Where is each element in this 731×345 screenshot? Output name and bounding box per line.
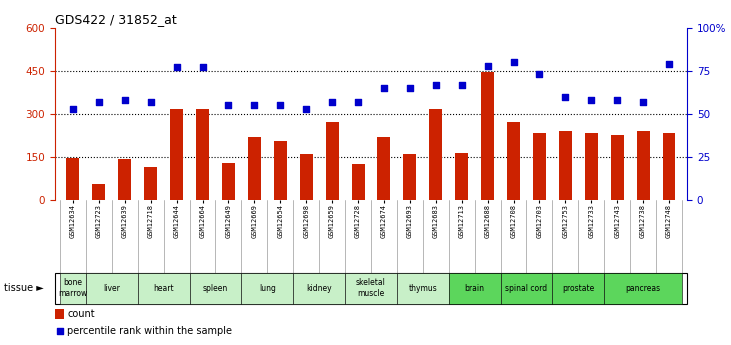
Text: GDS422 / 31852_at: GDS422 / 31852_at bbox=[55, 13, 177, 27]
Point bbox=[274, 102, 286, 108]
Bar bbox=[55, 309, 64, 319]
Bar bbox=[222, 163, 235, 200]
Bar bbox=[170, 109, 183, 200]
Bar bbox=[481, 72, 494, 200]
Text: pancreas: pancreas bbox=[626, 284, 661, 293]
Bar bbox=[507, 122, 520, 200]
Point bbox=[663, 61, 675, 67]
Bar bbox=[377, 137, 390, 200]
Bar bbox=[189, 273, 241, 304]
Bar bbox=[293, 273, 345, 304]
Bar bbox=[118, 159, 132, 200]
Bar bbox=[404, 154, 417, 200]
Text: percentile rank within the sample: percentile rank within the sample bbox=[67, 326, 232, 335]
Bar bbox=[501, 273, 553, 304]
Text: skeletal
muscle: skeletal muscle bbox=[356, 278, 386, 298]
Bar bbox=[274, 141, 287, 200]
Point bbox=[53, 328, 65, 333]
Point bbox=[223, 102, 235, 108]
Bar bbox=[449, 273, 501, 304]
Text: kidney: kidney bbox=[306, 284, 332, 293]
Bar bbox=[92, 184, 105, 200]
Text: lung: lung bbox=[259, 284, 276, 293]
Text: tissue ►: tissue ► bbox=[4, 283, 43, 293]
Bar bbox=[352, 164, 365, 200]
Text: prostate: prostate bbox=[562, 284, 594, 293]
Bar bbox=[196, 109, 209, 200]
Text: bone
marrow: bone marrow bbox=[58, 278, 88, 298]
Bar bbox=[67, 158, 80, 200]
Bar bbox=[533, 132, 546, 200]
Text: spleen: spleen bbox=[203, 284, 228, 293]
Bar bbox=[559, 131, 572, 200]
Bar bbox=[553, 273, 605, 304]
Text: heart: heart bbox=[154, 284, 174, 293]
Point bbox=[67, 106, 79, 111]
Point bbox=[611, 97, 623, 103]
Bar bbox=[60, 273, 86, 304]
Text: brain: brain bbox=[465, 284, 485, 293]
Point bbox=[171, 65, 183, 70]
Text: liver: liver bbox=[103, 284, 121, 293]
Bar bbox=[241, 273, 293, 304]
Bar bbox=[662, 134, 675, 200]
Bar bbox=[325, 122, 338, 200]
Bar bbox=[397, 273, 449, 304]
Point bbox=[326, 99, 338, 105]
Point bbox=[586, 97, 597, 103]
Point bbox=[378, 85, 390, 91]
Point bbox=[559, 94, 571, 99]
Text: spinal cord: spinal cord bbox=[505, 284, 548, 293]
Bar bbox=[144, 167, 157, 200]
Bar bbox=[137, 273, 189, 304]
Bar bbox=[248, 137, 261, 200]
Point bbox=[482, 63, 493, 68]
Point bbox=[430, 82, 442, 87]
Point bbox=[534, 71, 545, 77]
Text: thymus: thymus bbox=[409, 284, 437, 293]
Point bbox=[93, 99, 105, 105]
Bar bbox=[86, 273, 137, 304]
Point bbox=[456, 82, 468, 87]
Bar bbox=[585, 132, 598, 200]
Bar bbox=[637, 131, 650, 200]
Point bbox=[119, 97, 131, 103]
Text: count: count bbox=[67, 309, 95, 319]
Bar bbox=[300, 154, 313, 200]
Point bbox=[507, 59, 519, 65]
Point bbox=[352, 99, 364, 105]
Point bbox=[300, 106, 312, 111]
Point bbox=[145, 99, 156, 105]
Bar bbox=[429, 109, 442, 200]
Point bbox=[637, 99, 649, 105]
Point bbox=[249, 102, 260, 108]
Point bbox=[197, 65, 208, 70]
Bar bbox=[345, 273, 397, 304]
Bar bbox=[605, 273, 682, 304]
Bar bbox=[610, 135, 624, 200]
Bar bbox=[455, 153, 468, 200]
Point bbox=[404, 85, 416, 91]
